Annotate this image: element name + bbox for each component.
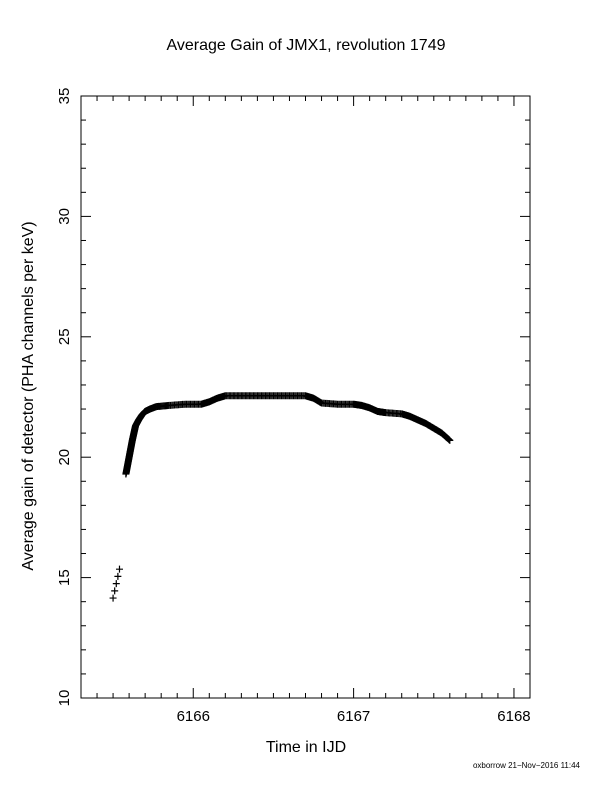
x-tick-label: 6166: [177, 708, 210, 725]
y-tick-label: 10: [56, 690, 73, 707]
chart-title: Average Gain of JMX1, revolution 1749: [166, 37, 446, 54]
x-axis-label: Time in IJD: [265, 739, 347, 756]
data-point: [115, 565, 123, 573]
y-tick-label: 20: [56, 449, 73, 466]
x-tick-label: 6167: [337, 708, 370, 725]
data-point: [445, 436, 453, 444]
y-axis-label: Average gain of detector (PHA channels p…: [20, 221, 37, 571]
y-tick-label: 15: [56, 569, 73, 586]
x-tick-label: 6168: [497, 708, 530, 725]
data-point: [444, 435, 452, 443]
axis-ticks: [80, 95, 531, 699]
data-point: [114, 572, 122, 580]
y-tick-label: 25: [56, 328, 73, 345]
data-point: [109, 594, 117, 602]
data-point: [112, 580, 120, 588]
data-markers: [109, 392, 454, 602]
footer-stamp: oxborrow 21−Nov−2016 11:44: [472, 761, 580, 770]
data-point: [444, 435, 452, 443]
y-tick-label: 35: [56, 88, 73, 105]
y-tick-label: 30: [56, 208, 73, 225]
axis-tick-labels: 6166 6167 6168 10 15 20 25 30 35: [56, 88, 531, 725]
data-point: [111, 587, 119, 595]
